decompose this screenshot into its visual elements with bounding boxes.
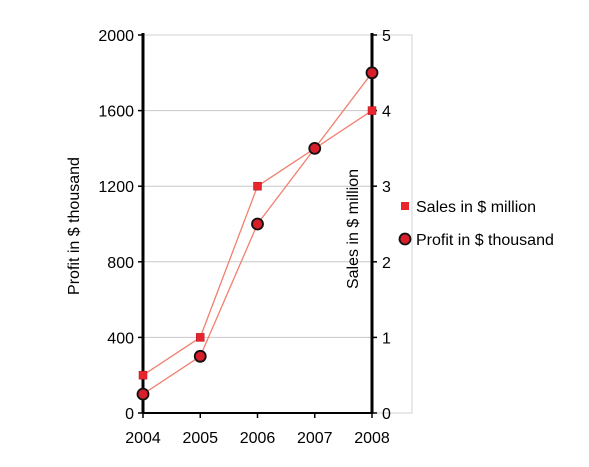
data-point-square [196, 333, 205, 342]
y-right-tick-label: 4 [382, 104, 391, 121]
axes [138, 33, 377, 418]
y-axis-left-label: Profit in $ thousand [66, 157, 83, 295]
data-point-circle [365, 66, 379, 80]
x-tick-label: 2004 [125, 430, 161, 447]
legend-label: Profit in $ thousand [416, 232, 554, 249]
data-point-square [138, 370, 148, 380]
tick-labels: 0 400 800 1200 1600 2000 0 1 2 3 4 5 2004 2005 2006 200… [98, 28, 391, 447]
y-axis-right-label: Sales in $ million [345, 169, 362, 289]
y-right-tick-label: 0 [382, 406, 391, 423]
legend-entry: Profit in $ thousand [398, 232, 554, 249]
x-tick-label: 2008 [354, 430, 390, 447]
y-right-tick-label: 3 [382, 179, 391, 196]
series-line [142, 110, 373, 376]
y-right-tick-label: 1 [382, 330, 391, 347]
y-left-tick-label: 800 [107, 255, 134, 272]
y-right-tick-label: 5 [382, 28, 391, 45]
data-point-circle [251, 217, 264, 231]
x-tick-label: 2006 [240, 430, 276, 447]
x-tick-label: 2005 [182, 430, 218, 447]
y-left-tick-label: 1200 [98, 179, 134, 196]
y-left-tick-label: 2000 [98, 28, 134, 45]
y-left-tick-label: 1600 [98, 104, 134, 121]
y-left-tick-label: 400 [107, 330, 134, 347]
data-point-circle [193, 349, 207, 363]
data-point-square [253, 181, 262, 191]
series-square [138, 106, 377, 380]
legend-marker-circle [398, 232, 412, 246]
y-left-tick-label: 0 [125, 406, 134, 423]
data-point-square [367, 106, 377, 115]
series [136, 66, 379, 401]
y-right-tick-label: 2 [382, 255, 391, 272]
legend-label: Sales in $ million [416, 199, 536, 216]
data-point-circle [136, 387, 150, 401]
data-point-circle [308, 141, 322, 155]
legend-entry: Sales in $ million [401, 199, 536, 216]
x-tick-label: 2007 [297, 430, 333, 447]
legend: Sales in $ million Profit in $ thousand [398, 199, 554, 249]
series-line [142, 72, 373, 395]
series-circle [136, 66, 379, 401]
legend-marker-square [401, 202, 409, 210]
